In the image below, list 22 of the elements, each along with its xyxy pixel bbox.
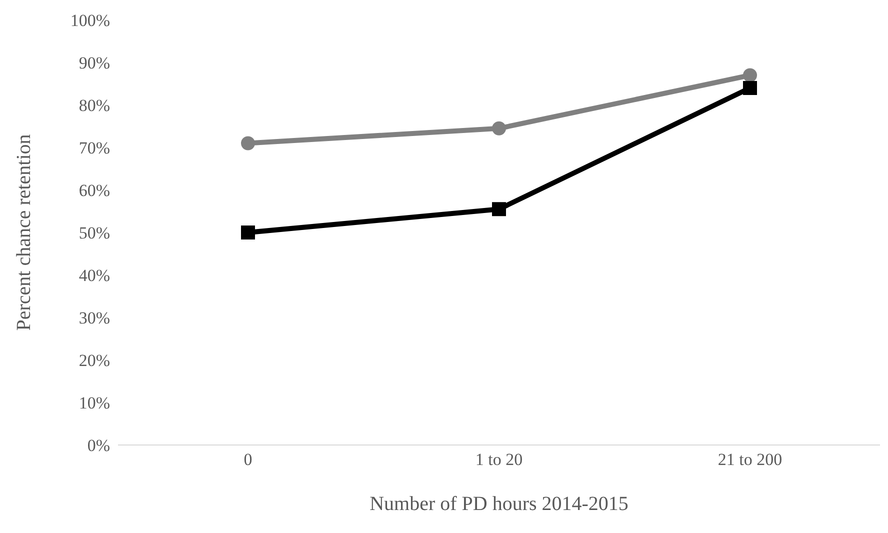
y-tick-label: 20%	[78, 351, 110, 370]
x-axis-title: Number of PD hours 2014-2015	[370, 493, 628, 515]
y-tick-label: 40%	[78, 266, 110, 286]
y-tick-label: 60%	[78, 181, 110, 200]
point	[743, 81, 757, 95]
point	[492, 202, 506, 216]
y-tick-label: 80%	[78, 96, 110, 116]
x-tick-label: 0	[244, 450, 252, 470]
y-tick-label: 50%	[78, 224, 110, 243]
y-tick-label: 30%	[78, 308, 110, 328]
y-tick-label: 10%	[78, 394, 110, 413]
point	[743, 68, 757, 82]
x-tick-label: 21 to 200	[718, 450, 782, 470]
point	[492, 121, 506, 136]
y-tick-label: 70%	[78, 138, 110, 158]
point	[241, 136, 255, 150]
point	[241, 226, 255, 240]
y-axis-title: Percent chance retention	[13, 134, 36, 331]
y-tick-label: 0%	[87, 436, 110, 456]
x-tick-label: 1 to 20	[475, 450, 523, 470]
y-tick-label: 100%	[70, 11, 110, 30]
y-tick-label: 90%	[78, 54, 110, 73]
